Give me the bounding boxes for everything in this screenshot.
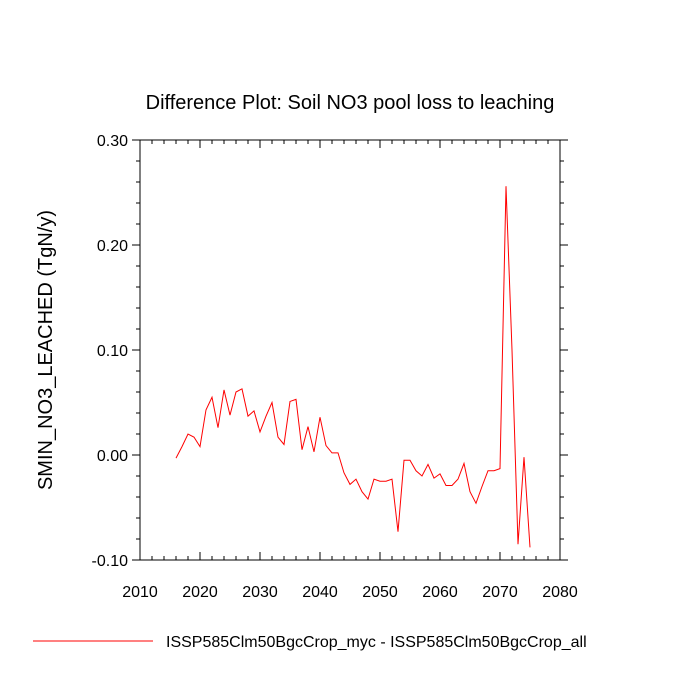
x-tick-label: 2040 xyxy=(302,584,338,601)
x-tick-label: 2060 xyxy=(422,584,458,601)
chart-title: Difference Plot: Soil NO3 pool loss to l… xyxy=(146,92,555,114)
y-tick-label: 0.30 xyxy=(97,133,128,150)
tick-labels: 2010 2020 2030 2040 2050 2060 2070 2080 -0.10 0.0… xyxy=(92,133,578,601)
y-tick-label: 0.10 xyxy=(97,343,128,360)
y-tick-label: 0.20 xyxy=(97,238,128,255)
y-axis-label: SMIN_NO3_LEACHED (TgN/y) xyxy=(35,210,57,490)
y-tick-label: -0.10 xyxy=(92,553,129,570)
x-tick-label: 2020 xyxy=(182,584,218,601)
x-tick-label: 2080 xyxy=(542,584,578,601)
y-tick-label: 0.00 xyxy=(97,448,128,465)
series-layer xyxy=(175,186,531,548)
x-tick-label: 2070 xyxy=(482,584,518,601)
x-tick-label: 2010 xyxy=(122,584,158,601)
x-tick-label: 2030 xyxy=(242,584,278,601)
legend-label: ISSP585Clm50BgcCrop_myc - ISSP585Clm50Bg… xyxy=(166,634,587,651)
series-line-0 xyxy=(175,186,531,548)
axis-ticks xyxy=(132,139,568,561)
legend: ISSP585Clm50BgcCrop_myc - ISSP585Clm50Bg… xyxy=(33,634,587,651)
x-tick-label: 2050 xyxy=(362,584,398,601)
plot-frame xyxy=(139,139,561,561)
